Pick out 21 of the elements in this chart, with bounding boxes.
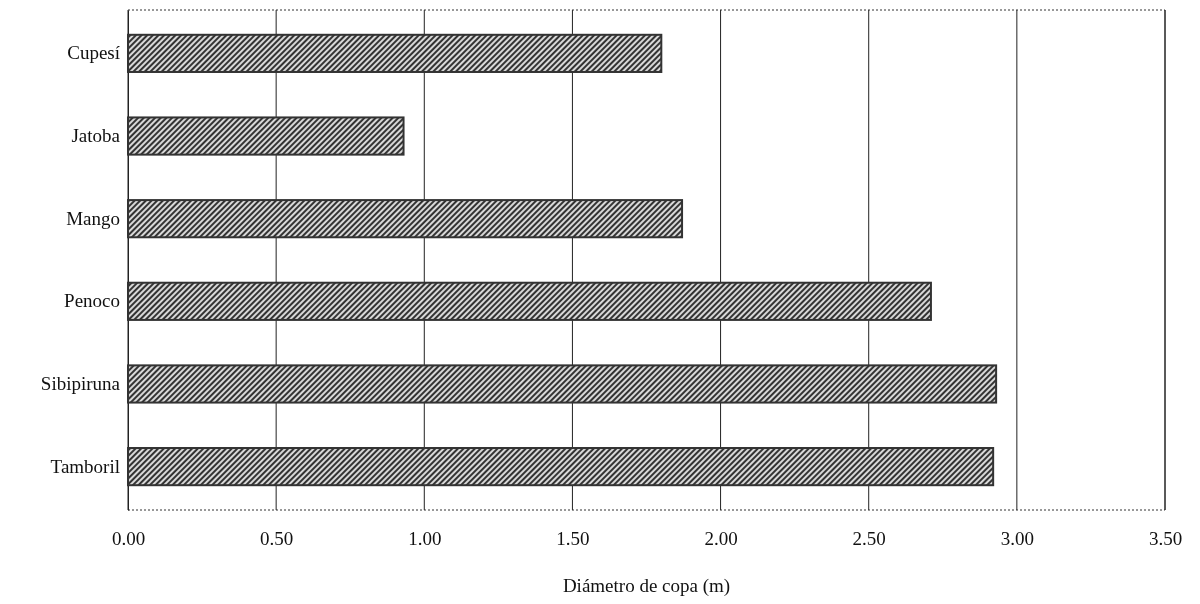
y-tick-label: Cupesí: [67, 42, 121, 64]
bar: [127, 447, 995, 487]
bar: [127, 116, 405, 156]
x-tick-label: 3.00: [1000, 528, 1034, 550]
y-tick-label: Penoco: [64, 290, 120, 312]
x-tick-label: 1.50: [556, 528, 590, 550]
bar: [127, 364, 998, 404]
x-tick-label: 0.00: [111, 528, 146, 550]
x-tick-label: 2.50: [852, 528, 886, 550]
bar: [127, 199, 684, 239]
y-tick-label: Jatoba: [71, 125, 121, 147]
x-tick-label: 2.00: [704, 528, 738, 550]
y-tick-label: Tamboril: [50, 455, 120, 477]
x-tick-label: 3.50: [1148, 528, 1183, 550]
x-tick-label: 0.50: [260, 528, 294, 550]
x-axis-title: Diámetro de copa (m): [562, 575, 731, 597]
x-tick-label: 1.00: [408, 528, 442, 550]
y-tick-label: Mango: [66, 207, 120, 229]
y-tick-label: Sibipiruna: [40, 373, 121, 395]
bar: [127, 281, 932, 321]
bar: [127, 33, 663, 73]
